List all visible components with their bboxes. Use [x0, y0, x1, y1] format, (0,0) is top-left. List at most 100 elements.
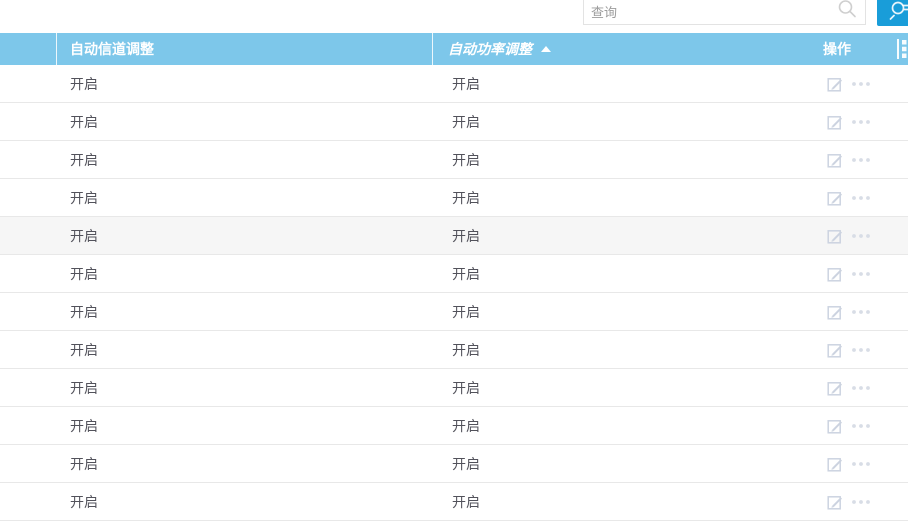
search-box	[583, 0, 866, 25]
more-actions-button[interactable]	[851, 233, 871, 239]
edit-icon	[827, 419, 842, 434]
row-actions-cell	[815, 103, 908, 140]
edit-button[interactable]	[827, 152, 843, 168]
auto-channel-cell: 开启	[70, 227, 98, 244]
auto-power-cell: 开启	[452, 455, 480, 472]
edit-icon	[827, 191, 842, 206]
sort-asc-icon	[541, 46, 551, 52]
row-spacer-cell	[0, 293, 57, 330]
column-header-auto-power[interactable]: 自动功率调整	[433, 33, 815, 65]
more-actions-button[interactable]	[851, 157, 871, 163]
edit-icon	[827, 495, 842, 510]
edit-icon	[827, 343, 842, 358]
table-body: 开启 开启 开启 开启	[0, 65, 908, 521]
auto-power-cell: 开启	[452, 379, 480, 396]
edit-button[interactable]	[827, 418, 843, 434]
table-row[interactable]: 开启 开启	[0, 445, 908, 483]
search-input[interactable]	[584, 0, 865, 24]
settings-table: 自动信道调整 自动功率调整 操作 开启 开启	[0, 33, 908, 521]
table-row[interactable]: 开启 开启	[0, 331, 908, 369]
more-icon	[852, 271, 870, 276]
edit-icon	[827, 77, 842, 92]
auto-power-cell: 开启	[452, 113, 480, 130]
more-actions-button[interactable]	[851, 385, 871, 391]
table-row[interactable]: 开启 开启	[0, 293, 908, 331]
edit-button[interactable]	[827, 304, 843, 320]
table-row[interactable]: 开启 开启	[0, 407, 908, 445]
edit-button[interactable]	[827, 114, 843, 130]
auto-channel-cell: 开启	[70, 379, 98, 396]
auto-channel-cell: 开启	[70, 189, 98, 206]
row-spacer-cell	[0, 369, 57, 406]
more-actions-button[interactable]	[851, 119, 871, 125]
column-header-actions-cell: 操作	[815, 33, 908, 65]
edit-icon	[827, 305, 842, 320]
table-row[interactable]: 开启 开启	[0, 103, 908, 141]
row-actions-cell	[815, 65, 908, 102]
more-actions-button[interactable]	[851, 271, 871, 277]
more-icon	[852, 385, 870, 390]
edit-button[interactable]	[827, 76, 843, 92]
edit-icon	[827, 153, 842, 168]
table-row[interactable]: 开启 开启	[0, 217, 908, 255]
more-icon	[852, 157, 870, 162]
more-actions-button[interactable]	[851, 309, 871, 315]
row-spacer-cell	[0, 331, 57, 368]
row-spacer-cell	[0, 179, 57, 216]
auto-channel-cell: 开启	[70, 455, 98, 472]
edit-button[interactable]	[827, 228, 843, 244]
row-actions-cell	[815, 217, 908, 254]
auto-power-cell: 开启	[452, 75, 480, 92]
row-spacer-cell	[0, 407, 57, 444]
auto-power-cell: 开启	[452, 341, 480, 358]
more-actions-button[interactable]	[851, 461, 871, 467]
table-row[interactable]: 开启 开启	[0, 483, 908, 521]
more-icon	[852, 461, 870, 466]
column-config-icon[interactable]	[897, 39, 908, 59]
auto-channel-cell: 开启	[70, 303, 98, 320]
more-actions-button[interactable]	[851, 81, 871, 87]
edit-icon	[827, 457, 842, 472]
auto-channel-cell: 开启	[70, 113, 98, 130]
auto-channel-cell: 开启	[70, 417, 98, 434]
table-row[interactable]: 开启 开启	[0, 179, 908, 217]
more-actions-button[interactable]	[851, 347, 871, 353]
more-icon	[852, 347, 870, 352]
auto-power-cell: 开启	[452, 303, 480, 320]
more-actions-button[interactable]	[851, 195, 871, 201]
edit-button[interactable]	[827, 342, 843, 358]
row-actions-cell	[815, 331, 908, 368]
edit-button[interactable]	[827, 380, 843, 396]
edit-button[interactable]	[827, 494, 843, 510]
row-spacer-cell	[0, 217, 57, 254]
auto-power-cell: 开启	[452, 265, 480, 282]
header-spacer-cell	[0, 33, 57, 65]
more-actions-button[interactable]	[851, 499, 871, 505]
row-actions-cell	[815, 445, 908, 482]
edit-icon	[827, 381, 842, 396]
edit-button[interactable]	[827, 266, 843, 282]
advanced-search-button[interactable]	[877, 0, 908, 26]
row-actions-cell	[815, 369, 908, 406]
column-header-actions: 操作	[823, 41, 851, 57]
auto-channel-cell: 开启	[70, 341, 98, 358]
edit-icon	[827, 267, 842, 282]
more-actions-button[interactable]	[851, 423, 871, 429]
auto-power-cell: 开启	[452, 227, 480, 244]
table-row[interactable]: 开启 开启	[0, 255, 908, 293]
row-actions-cell	[815, 293, 908, 330]
edit-button[interactable]	[827, 456, 843, 472]
edit-button[interactable]	[827, 190, 843, 206]
auto-channel-cell: 开启	[70, 151, 98, 168]
row-actions-cell	[815, 407, 908, 444]
table-row[interactable]: 开启 开启	[0, 65, 908, 103]
row-spacer-cell	[0, 445, 57, 482]
table-row[interactable]: 开启 开启	[0, 369, 908, 407]
table-row[interactable]: 开启 开启	[0, 141, 908, 179]
more-icon	[852, 195, 870, 200]
edit-icon	[827, 115, 842, 130]
column-header-auto-channel[interactable]: 自动信道调整	[57, 33, 433, 65]
more-icon	[852, 499, 870, 504]
auto-channel-cell: 开启	[70, 265, 98, 282]
row-spacer-cell	[0, 65, 57, 102]
